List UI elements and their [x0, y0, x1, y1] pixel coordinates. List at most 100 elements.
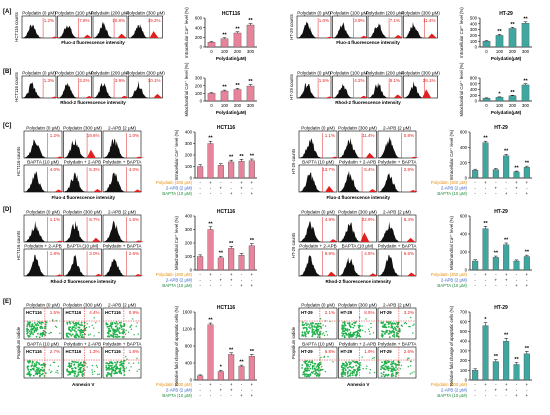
- scatter-point: [343, 330, 345, 333]
- scatter-point: [74, 372, 77, 375]
- histogram-title: Polydatin (300 μM): [401, 71, 440, 76]
- scatter-point: [70, 334, 73, 337]
- scatter-cell-tag: HCT116: [66, 310, 82, 315]
- y-tick-label: 200: [460, 250, 468, 255]
- scatter-point: [68, 365, 71, 368]
- scatter-point: [386, 321, 389, 323]
- scatter-point: [394, 363, 396, 365]
- histogram-title: Polydatin + 2-APB: [339, 160, 376, 165]
- scatter-point: [311, 329, 314, 332]
- scatter-point: [311, 333, 314, 336]
- histogram-title: 2-APB (2 μM): [108, 126, 136, 131]
- scatter-point: [29, 373, 32, 376]
- scatter-point: [311, 322, 314, 324]
- scatter-point: [391, 365, 394, 368]
- significance-label: **: [208, 318, 213, 324]
- scatter-point: [112, 328, 114, 331]
- scatter-point: [381, 361, 383, 364]
- scatter-point: [311, 335, 314, 338]
- scatter-point: [118, 371, 121, 374]
- scatter-point: [388, 336, 391, 339]
- scatter-point: [33, 322, 36, 324]
- scatter-point: [370, 322, 372, 325]
- x-tick-label: 100: [221, 49, 229, 54]
- histogram-x-label: Rhod-2 fluorescence intensity: [60, 100, 126, 105]
- histogram-gate-region: [153, 93, 163, 98]
- scatter-point: [382, 373, 385, 376]
- scatter-cell-tag: HT-29: [341, 349, 353, 354]
- gate-percent: 7.1%: [390, 18, 400, 23]
- histogram-distribution: [368, 82, 397, 98]
- histogram-distribution: [378, 221, 411, 242]
- bar: [521, 84, 530, 102]
- panel-letter: [D]: [3, 207, 11, 213]
- quadrant-percent: 6.8%: [325, 349, 335, 354]
- treatment-mark: +: [220, 388, 223, 393]
- scatter-point: [30, 332, 33, 334]
- treatment-mark: -: [199, 382, 201, 387]
- histogram-gate-region: [325, 185, 335, 192]
- histogram-distribution: [297, 21, 326, 38]
- scatter-point: [341, 327, 344, 329]
- scatter-point: [343, 362, 345, 365]
- scatter-point: [395, 366, 397, 368]
- scatter-point: [394, 369, 397, 372]
- treatment-mark: -: [516, 388, 518, 393]
- panel-side-hct116: 1.2% Polydatin (0 μM) 19.6% Polydatin (300 …: [16, 125, 257, 200]
- histogram-gate-region: [55, 240, 65, 242]
- significance-label: **: [250, 154, 255, 160]
- scatter-point: [79, 370, 82, 373]
- significance-label: **: [248, 79, 253, 85]
- scatter-point: [317, 374, 320, 377]
- scatter-point: [56, 326, 58, 328]
- treatment-mark: -: [495, 382, 497, 387]
- scatter-point: [72, 371, 75, 373]
- scatter-point: [124, 333, 127, 335]
- y-tick-label: 0: [200, 99, 203, 104]
- scatter-point: [82, 368, 85, 370]
- scatter-cell-tag: HCT116: [66, 349, 82, 354]
- scatter-point: [341, 334, 344, 337]
- scatter-cell-tag: HCT116: [105, 349, 121, 354]
- bar: [248, 160, 255, 179]
- scatter-point: [354, 374, 357, 377]
- scatter-point: [129, 325, 132, 327]
- histogram-title: Polydatin (100 μM): [330, 71, 369, 76]
- scatter-point: [114, 361, 116, 364]
- scatter-point: [303, 370, 306, 373]
- scatter-point: [301, 324, 304, 327]
- bar: [472, 370, 479, 381]
- scatter-point: [317, 325, 320, 328]
- scatter-title: Polydatin (300 μM): [63, 303, 102, 308]
- scatter-point: [351, 374, 354, 376]
- scatter-point: [111, 321, 114, 324]
- scatter-point: [80, 361, 82, 364]
- histogram-title: Polydatin (100 μM): [330, 11, 369, 16]
- y-tick-label: 300: [470, 27, 478, 32]
- histogram-distribution: [378, 136, 411, 158]
- scatter-point: [136, 357, 138, 360]
- histogram-gate-region: [91, 237, 101, 242]
- histogram-gate-region: [134, 240, 144, 242]
- treatment-mark: -: [199, 186, 201, 191]
- scatter-point: [406, 359, 409, 361]
- scatter-point: [344, 327, 347, 330]
- chart-title: HT-29: [499, 11, 513, 17]
- scatter-point: [82, 373, 85, 375]
- scatter-point: [27, 369, 30, 371]
- scatter-point: [109, 373, 112, 376]
- scatter-point: [77, 374, 80, 376]
- histogram-distribution: [57, 25, 87, 38]
- scatter-point: [320, 326, 322, 328]
- scatter-point: [306, 373, 309, 376]
- histogram-distribution: [378, 255, 411, 276]
- x-tick-label: 200: [234, 49, 242, 54]
- scatter-point: [341, 332, 343, 334]
- scatter-point: [38, 370, 41, 373]
- scatter-point: [41, 373, 43, 376]
- scatter-point: [343, 326, 345, 328]
- treatment-row-label: Polydatin (300 μM): [431, 272, 468, 277]
- scatter-point: [35, 368, 38, 371]
- scatter-point: [39, 325, 42, 328]
- treatment-mark: +: [251, 382, 254, 387]
